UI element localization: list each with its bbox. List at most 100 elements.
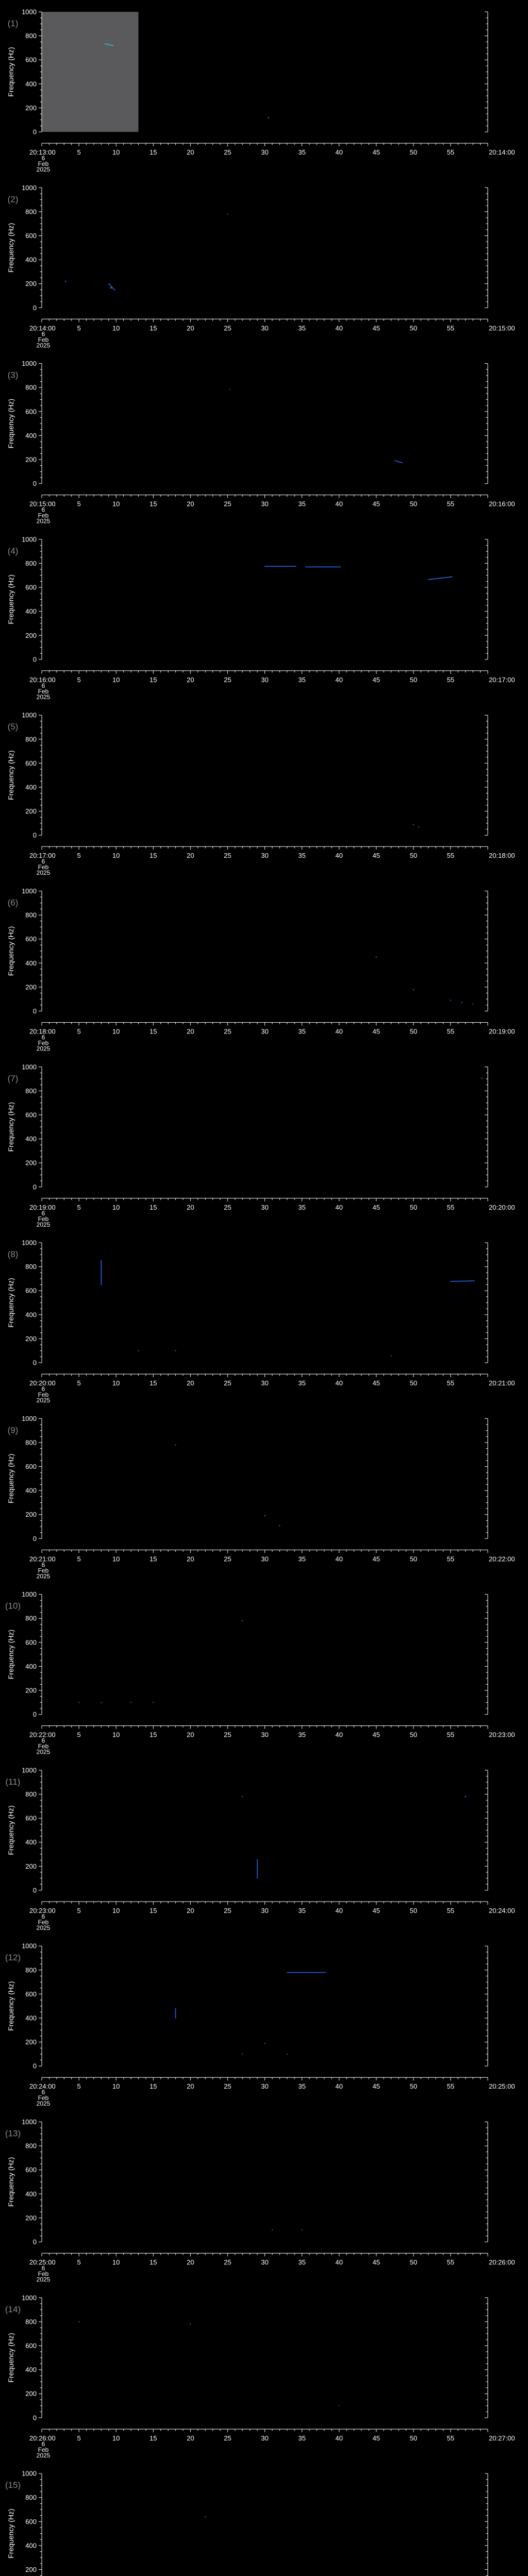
svg-text:55: 55 [447, 1027, 454, 1035]
svg-text:55: 55 [447, 1555, 454, 1563]
svg-text:55: 55 [447, 852, 454, 859]
svg-text:15: 15 [150, 2434, 157, 2442]
svg-text:40: 40 [335, 1027, 342, 1035]
svg-text:600: 600 [25, 408, 37, 415]
svg-text:10: 10 [112, 148, 120, 156]
svg-text:50: 50 [410, 2434, 417, 2442]
svg-text:30: 30 [261, 2434, 268, 2442]
svg-text:(8): (8) [8, 1249, 19, 1259]
svg-text:600: 600 [25, 1463, 37, 1470]
svg-text:45: 45 [373, 1555, 380, 1563]
svg-text:35: 35 [298, 2082, 305, 2090]
svg-text:40: 40 [335, 2434, 342, 2442]
svg-text:15: 15 [150, 1907, 157, 1914]
svg-text:Frequency (Hz): Frequency (Hz) [7, 47, 15, 96]
svg-text:15: 15 [150, 500, 157, 508]
svg-text:400: 400 [25, 959, 37, 967]
svg-text:400: 400 [25, 1311, 37, 1318]
svg-text:20: 20 [187, 2434, 194, 2442]
svg-text:50: 50 [410, 500, 417, 508]
svg-text:600: 600 [25, 2518, 37, 2526]
svg-text:200: 200 [25, 1862, 37, 1870]
svg-text:20: 20 [187, 324, 194, 332]
svg-text:200: 200 [25, 2214, 37, 2222]
svg-text:40: 40 [335, 676, 342, 684]
svg-text:50: 50 [410, 1204, 417, 1211]
svg-text:30: 30 [261, 852, 268, 859]
svg-text:35: 35 [298, 500, 305, 508]
svg-text:40: 40 [335, 1907, 342, 1914]
svg-text:15: 15 [150, 1555, 157, 1563]
svg-text:45: 45 [373, 148, 380, 156]
svg-text:35: 35 [298, 852, 305, 859]
svg-text:2025: 2025 [37, 1749, 51, 1756]
svg-text:20: 20 [187, 500, 194, 508]
svg-text:(5): (5) [8, 722, 19, 732]
svg-text:45: 45 [373, 324, 380, 332]
svg-text:10: 10 [112, 1379, 120, 1387]
svg-text:55: 55 [447, 2259, 454, 2266]
svg-text:800: 800 [25, 1790, 37, 1798]
svg-text:400: 400 [25, 80, 37, 88]
svg-text:400: 400 [25, 432, 37, 439]
svg-text:25: 25 [224, 324, 231, 332]
svg-text:(1): (1) [8, 19, 19, 28]
svg-text:45: 45 [373, 1204, 380, 1211]
svg-text:15: 15 [150, 1731, 157, 1739]
svg-text:30: 30 [261, 676, 268, 684]
svg-text:15: 15 [150, 2259, 157, 2266]
svg-text:5: 5 [77, 324, 80, 332]
svg-text:600: 600 [25, 1638, 37, 1646]
svg-text:600: 600 [25, 759, 37, 767]
svg-text:35: 35 [298, 1907, 305, 1914]
svg-text:1000: 1000 [22, 360, 37, 367]
svg-text:10: 10 [112, 2259, 120, 2266]
svg-text:55: 55 [447, 324, 454, 332]
svg-text:45: 45 [373, 500, 380, 508]
svg-text:0: 0 [33, 655, 37, 663]
svg-text:Frequency (Hz): Frequency (Hz) [7, 1278, 15, 1327]
svg-text:600: 600 [25, 1287, 37, 1295]
svg-text:45: 45 [373, 2259, 380, 2266]
svg-text:50: 50 [410, 2259, 417, 2266]
svg-text:20:22:00: 20:22:00 [489, 1555, 515, 1563]
svg-text:25: 25 [224, 1555, 231, 1563]
svg-text:1000: 1000 [22, 2118, 37, 2126]
svg-text:400: 400 [25, 607, 37, 615]
svg-text:30: 30 [261, 2259, 268, 2266]
svg-text:0: 0 [33, 1535, 37, 1543]
svg-text:40: 40 [335, 2259, 342, 2266]
svg-text:0: 0 [33, 128, 37, 136]
svg-text:10: 10 [112, 2434, 120, 2442]
svg-text:2025: 2025 [37, 518, 51, 525]
svg-text:45: 45 [373, 2082, 380, 2090]
svg-text:50: 50 [410, 1907, 417, 1914]
svg-text:400: 400 [25, 2541, 37, 2549]
svg-text:20:19:00: 20:19:00 [489, 1027, 515, 1035]
svg-text:600: 600 [25, 2342, 37, 2350]
svg-text:400: 400 [25, 1838, 37, 1846]
svg-text:20:15:00: 20:15:00 [489, 324, 515, 332]
svg-text:200: 200 [25, 983, 37, 991]
svg-text:5: 5 [77, 852, 80, 859]
svg-text:25: 25 [224, 676, 231, 684]
svg-text:2025: 2025 [37, 1572, 51, 1580]
svg-text:(11): (11) [6, 1777, 21, 1787]
svg-text:600: 600 [25, 1815, 37, 1822]
svg-text:0: 0 [33, 480, 37, 487]
svg-text:200: 200 [25, 1511, 37, 1518]
svg-text:5: 5 [77, 2082, 80, 2090]
svg-text:55: 55 [447, 500, 454, 508]
svg-text:200: 200 [25, 1335, 37, 1343]
svg-text:25: 25 [224, 1027, 231, 1035]
svg-text:800: 800 [25, 32, 37, 40]
svg-text:(3): (3) [8, 370, 19, 380]
svg-text:25: 25 [224, 500, 231, 508]
svg-text:20: 20 [187, 2082, 194, 2090]
svg-text:2025: 2025 [37, 342, 51, 349]
svg-text:400: 400 [25, 1663, 37, 1670]
svg-text:30: 30 [261, 1731, 268, 1739]
svg-text:1000: 1000 [22, 184, 37, 192]
svg-text:400: 400 [25, 2190, 37, 2198]
svg-text:2025: 2025 [37, 869, 51, 876]
